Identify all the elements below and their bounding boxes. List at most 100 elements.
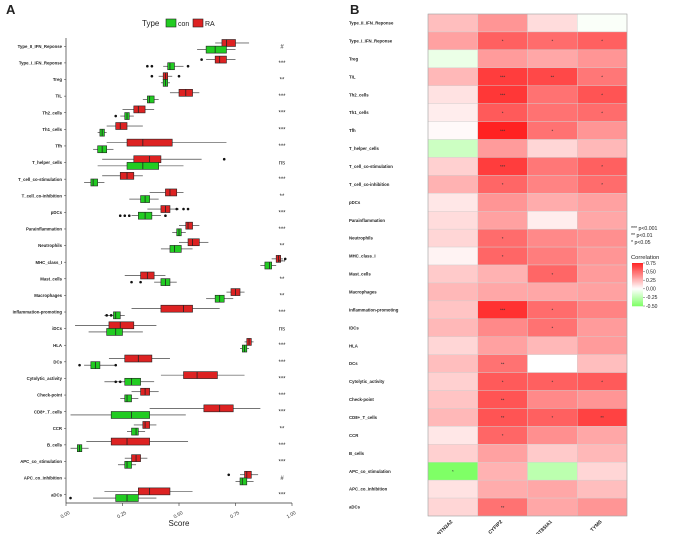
colorbar-segment bbox=[632, 289, 643, 292]
panel-letter-b: B bbox=[350, 2, 360, 17]
box bbox=[124, 377, 141, 386]
cell-significance: *** bbox=[500, 92, 506, 97]
y-tick-label: Type_II_IFN_Reponse bbox=[18, 44, 63, 49]
cell-significance: * bbox=[601, 164, 603, 169]
colorbar-segment bbox=[632, 297, 643, 299]
heatmap-cell bbox=[527, 49, 578, 68]
heatmap-cell bbox=[527, 336, 578, 355]
heatmap-cell bbox=[427, 426, 478, 445]
cell-significance: ** bbox=[551, 75, 555, 80]
significance-label: *** bbox=[278, 144, 286, 150]
heatmap-cell bbox=[427, 13, 478, 33]
colorbar-segment bbox=[632, 270, 643, 272]
colorbar-segment bbox=[632, 299, 643, 301]
heatmap-cell bbox=[477, 49, 528, 68]
cell-significance: * bbox=[601, 110, 603, 115]
significance-label: *** bbox=[278, 94, 286, 100]
heatmap-cell bbox=[477, 282, 528, 302]
colorbar-segment bbox=[632, 285, 643, 287]
outlier-point bbox=[150, 74, 154, 78]
colorbar-segment bbox=[632, 301, 643, 304]
heatmap-cell bbox=[527, 479, 578, 499]
significance-label: *** bbox=[278, 343, 286, 349]
heatmap-cell bbox=[527, 103, 578, 122]
colorbar-segment bbox=[632, 266, 643, 268]
heatmap-cell bbox=[427, 444, 478, 463]
significance-label: *** bbox=[278, 227, 286, 233]
y-tick-label: Th2_cells bbox=[42, 110, 62, 115]
box bbox=[133, 105, 146, 114]
x-axis-title: Score bbox=[169, 519, 190, 528]
cell-significance: * bbox=[601, 182, 603, 187]
heatmap-cell bbox=[427, 175, 478, 194]
cell-significance: * bbox=[551, 379, 553, 384]
heatmap-cell bbox=[577, 13, 628, 33]
heatmap-cell bbox=[427, 121, 478, 140]
y-tick-label: Th1_cells bbox=[42, 127, 62, 132]
heatmap-cell bbox=[427, 193, 478, 212]
colorbar-segment bbox=[632, 276, 643, 279]
y-tick-label: T_cell_co-inhibition bbox=[22, 193, 63, 198]
panel-letter-a: A bbox=[6, 2, 16, 17]
heatmap-cell bbox=[527, 354, 578, 373]
heatmap-cell bbox=[427, 103, 478, 122]
y-tick-label: MHC_class_I bbox=[35, 260, 62, 265]
heatmap-cell bbox=[427, 139, 478, 158]
heatmap-cell bbox=[427, 228, 478, 248]
cell-significance: ** bbox=[501, 415, 505, 420]
heatmap-cell bbox=[477, 479, 528, 499]
row-label: Th2_cells bbox=[349, 92, 369, 97]
row-label: DCs bbox=[349, 361, 358, 366]
significance-label: *** bbox=[278, 360, 286, 366]
colorbar-segment bbox=[632, 304, 643, 307]
colorbar-segment bbox=[632, 288, 643, 291]
significance-label: ** bbox=[280, 277, 285, 283]
legend-swatch-ra bbox=[192, 18, 204, 28]
cell-significance: * bbox=[551, 326, 553, 331]
y-tick-label: Mast_cells bbox=[40, 276, 62, 281]
box bbox=[108, 321, 135, 330]
heatmap-cell bbox=[577, 211, 628, 230]
outlier-point bbox=[182, 207, 185, 211]
significance-label: *** bbox=[278, 410, 286, 416]
y-tick-label: APC_co_stimulation bbox=[20, 459, 62, 464]
significance-label: ** bbox=[280, 244, 285, 250]
cell-significance: * bbox=[601, 379, 603, 384]
heatmap-cell bbox=[577, 193, 628, 212]
colorbar-segment bbox=[632, 300, 643, 302]
significance-label: *** bbox=[278, 443, 286, 449]
row-label: APC_co_inhibition bbox=[349, 487, 388, 492]
box bbox=[183, 371, 218, 379]
outlier-point bbox=[186, 64, 190, 68]
outlier-point bbox=[105, 314, 108, 317]
significance-label: *** bbox=[278, 127, 286, 133]
colorbar-segment bbox=[632, 274, 643, 277]
y-tick-label: Neutrophils bbox=[38, 243, 62, 248]
cell-significance: * bbox=[551, 39, 553, 44]
colorbar-segment bbox=[632, 265, 643, 267]
heatmap-cell bbox=[577, 318, 628, 337]
colorbar-segment bbox=[632, 286, 643, 289]
x-tick-label: 0.75 bbox=[229, 510, 241, 520]
heatmap-cell bbox=[427, 85, 478, 104]
heatmap-cell bbox=[577, 49, 628, 68]
legend-swatch-con bbox=[165, 18, 177, 28]
colorbar-tick-label: 0.00 bbox=[646, 287, 656, 293]
y-tick-label: Tfh bbox=[55, 144, 62, 149]
cell-significance: * bbox=[601, 75, 603, 80]
heatmap-cell bbox=[577, 246, 628, 266]
heatmap-cell bbox=[527, 175, 578, 194]
box bbox=[142, 421, 150, 429]
y-tick-label: TIL bbox=[56, 94, 63, 99]
cell-significance: * bbox=[502, 433, 504, 438]
heatmap-cell bbox=[577, 479, 628, 499]
colorbar-segment bbox=[632, 272, 643, 275]
outlier-point bbox=[283, 257, 287, 261]
heatmap-cell bbox=[577, 139, 628, 158]
heatmap-cell bbox=[527, 444, 578, 463]
row-label: CD8+_T_cells bbox=[349, 415, 378, 420]
colorbar-segment bbox=[632, 290, 643, 293]
heatmap-cell bbox=[577, 282, 628, 302]
colorbar-segment bbox=[632, 298, 643, 300]
significance-label: ns bbox=[279, 161, 285, 167]
